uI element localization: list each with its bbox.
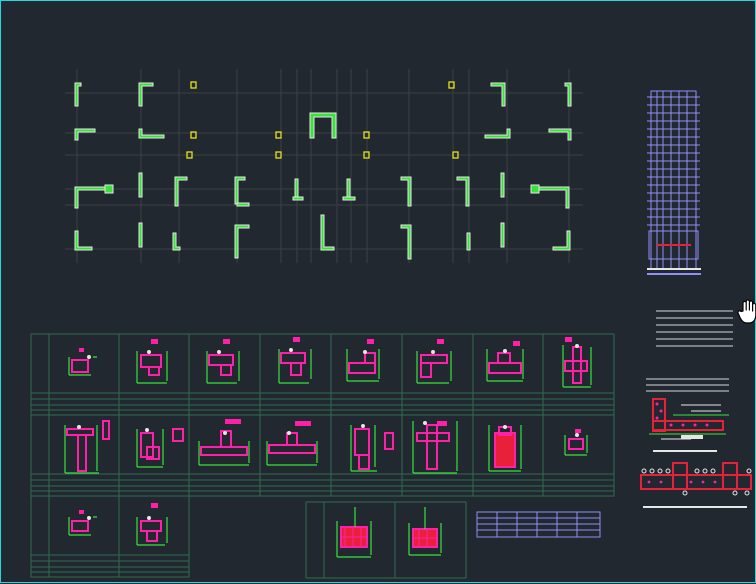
section-r1c4: [278, 337, 312, 384]
column-y7: [275, 151, 282, 159]
section-r2c4: [266, 421, 318, 466]
section-r1c7: [486, 341, 524, 382]
wall-b1: [138, 82, 154, 107]
wall-h3: [346, 178, 351, 198]
section-r3c2: [136, 503, 168, 546]
section-r2c8: [564, 429, 588, 456]
wall-section-detail-2[interactable]: [640, 462, 752, 508]
wall-d2: [548, 128, 572, 141]
section-r3c1: [68, 510, 97, 536]
wall-g3-base: [292, 196, 304, 201]
wall-a1: [74, 82, 82, 107]
plan-shear-walls[interactable]: [74, 82, 572, 260]
section-r1c3: [206, 339, 240, 384]
wall-a4: [74, 230, 93, 251]
column-y3: [190, 131, 197, 139]
section-r2c7: [488, 425, 522, 472]
wall-i4: [400, 224, 412, 260]
section-r1c2: [136, 339, 168, 384]
section-r1c1: [68, 348, 97, 376]
wall-f3: [234, 176, 246, 205]
section-r1c6: [416, 339, 452, 384]
wall-b3: [138, 172, 143, 198]
wall-k4: [500, 222, 505, 248]
section-r2c5: [350, 424, 394, 472]
wall-e3: [174, 176, 188, 207]
elevation-floor-lines: [647, 96, 700, 226]
wall-j3: [456, 176, 470, 207]
elevation-frame: [650, 90, 697, 270]
wall-d1: [564, 82, 572, 107]
wall-b2: [138, 128, 165, 139]
column-y9: [452, 151, 459, 159]
wall-k3: [500, 172, 505, 198]
wall-f3-stub: [236, 202, 250, 207]
section-r1c5: [346, 339, 380, 382]
wall-section-detail-1[interactable]: [649, 398, 729, 452]
wall-e4: [172, 232, 181, 251]
column-schedule-table[interactable]: [30, 333, 615, 579]
section-r2c3: [198, 419, 250, 466]
column-y5: [363, 131, 370, 139]
elevation-base-zone: [648, 230, 699, 260]
general-notes: [646, 310, 733, 392]
plan-small-columns[interactable]: [186, 81, 459, 159]
legend-table[interactable]: [476, 511, 601, 538]
section-r2c2: [136, 428, 184, 468]
wall-d4: [552, 230, 571, 251]
wall-a2: [74, 128, 96, 141]
section-t2c1: [336, 507, 372, 558]
wall-f4: [234, 224, 250, 259]
section-r2c6: [412, 421, 458, 474]
wall-h3-base: [342, 196, 356, 201]
column-y8: [363, 151, 370, 159]
wall-c2: [484, 128, 511, 139]
wall-j4: [466, 232, 471, 251]
column-elevation[interactable]: [647, 90, 701, 275]
column-y1: [190, 81, 197, 89]
wall-core-bottom: [320, 214, 335, 251]
wall-core-top: [309, 112, 337, 139]
section-t2c2: [408, 507, 442, 556]
hand-pan-icon: [737, 299, 756, 324]
wall-c1: [490, 82, 506, 107]
wall-a3-stub: [104, 184, 114, 194]
wall-b4: [138, 222, 143, 248]
column-y6: [186, 151, 193, 159]
section-r1c8: [562, 337, 592, 388]
wall-i3: [400, 176, 412, 207]
column-y2: [448, 81, 455, 89]
wall-g3: [294, 178, 299, 198]
schedule-sections[interactable]: [64, 337, 592, 558]
column-y4: [275, 131, 282, 139]
wall-l3-stub: [530, 184, 540, 194]
section-r2c1: [64, 420, 110, 474]
